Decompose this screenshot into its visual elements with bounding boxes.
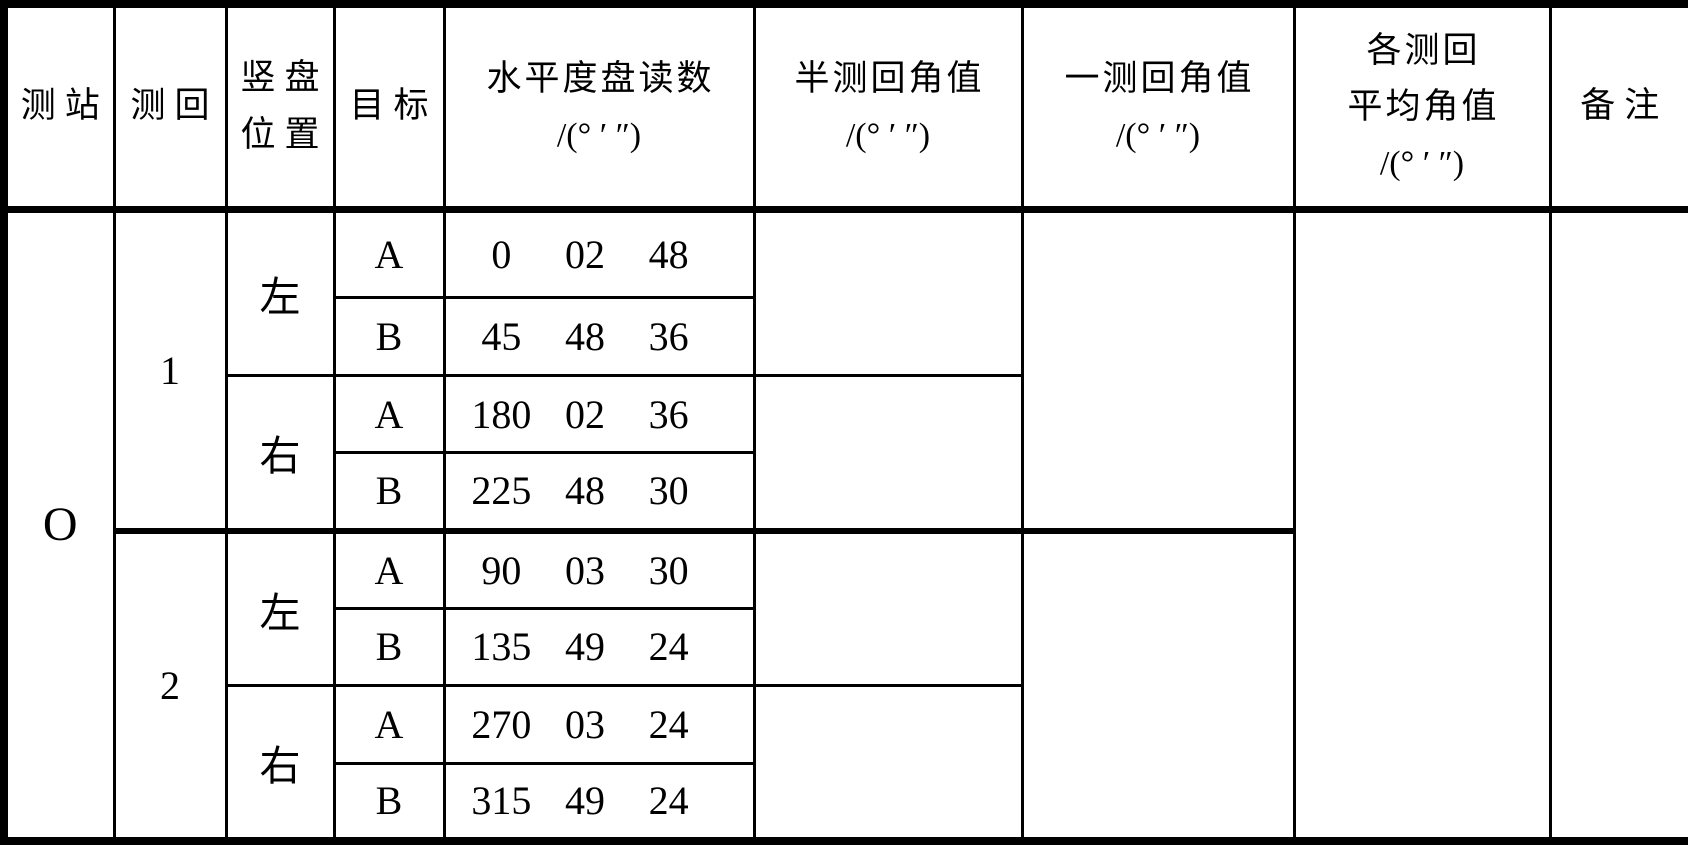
table-row: B 315 49 24 [4,761,1688,843]
cell-reading: 45 48 36 [442,296,756,377]
reading-degrees: 180 [471,391,532,437]
cell-target: B [332,451,446,533]
cell-reading: 135 49 24 [442,606,756,688]
reading-seconds: 36 [648,391,689,437]
reading-minutes: 02 [565,231,605,277]
table-row: 右 A 270 03 24 [4,684,1688,843]
header-avg-label-line1: 各测回 [1366,30,1481,70]
reading-minutes: 02 [565,391,605,437]
cell-half-round-angle-empty [752,207,1024,377]
header-half-round-angle: 半测回角值 /(° ′ ″) [752,2,1024,213]
header-face-position: 竖盘 位置 [224,2,336,213]
reading-degrees: 0 [491,231,512,277]
reading-degrees: 90 [481,547,522,593]
cell-face-left-round2: 左 [224,527,336,688]
cell-target: B [332,606,446,688]
reading-degrees: 315 [471,778,532,824]
table-row: 2 左 A 90 03 30 [4,527,1688,843]
reading-degrees: 45 [481,313,522,359]
cell-station: O [2,207,116,843]
header-avg-unit: /(° ′ ″) [1379,144,1465,182]
cell-target: A [332,684,446,765]
reading-minutes: 03 [565,702,605,748]
header-round-label: 测回 [130,86,219,126]
cell-target: A [332,373,446,455]
header-one-round-label: 一测回角值 [1064,58,1255,98]
cell-remarks-empty [1548,207,1688,843]
header-one-round-angle: 一测回角值 /(° ′ ″) [1020,2,1296,213]
header-avg-label-line2: 平均角值 [1347,87,1500,127]
reading-degrees: 270 [471,702,532,748]
cell-round-1: 1 [112,207,228,533]
cell-reading: 180 02 36 [442,373,756,455]
reading-seconds: 30 [648,547,689,593]
reading-seconds: 24 [648,702,689,748]
cell-target: B [332,296,446,377]
table-row: O 1 左 A 0 02 48 [2,207,1688,843]
reading-minutes: 49 [565,624,605,670]
cell-round-2: 2 [112,527,228,843]
reading-degrees: 135 [471,624,532,670]
cell-face-right-round2: 右 [224,684,336,843]
cell-reading: 315 49 24 [442,761,756,843]
cell-one-round-angle-empty [1020,527,1296,843]
header-face-label-line2: 位置 [240,114,329,154]
cell-reading: 90 03 30 [442,527,756,610]
header-half-round-unit: /(° ′ ″) [845,116,931,154]
cell-face-right-round1: 右 [224,373,336,533]
cell-face-left-round1: 左 [224,207,336,377]
reading-minutes: 48 [565,313,605,359]
table-row: B 45 48 36 [4,296,1688,377]
header-row: 测站 测回 竖盘 位置 目标 水平度盘读数 /(° ′ ″) 半测回角值 /(°… [2,2,1688,213]
reading-seconds: 48 [648,231,689,277]
cell-one-round-angle-empty [1020,207,1296,533]
header-remarks: 备注 [1548,2,1688,213]
header-reading-unit: /(° ′ ″) [556,116,642,154]
cell-reading: 0 02 48 [442,207,756,300]
header-face-label-line1: 竖盘 [240,58,329,98]
reading-minutes: 49 [565,778,605,824]
table-row: B 135 49 24 [4,606,1688,688]
cell-half-round-angle-empty [752,684,1024,843]
header-one-round-unit: /(° ′ ″) [1115,116,1201,154]
reading-seconds: 24 [648,624,689,670]
header-remarks-label: 备注 [1580,86,1669,126]
table-row: B 225 48 30 [4,451,1688,533]
header-station-label: 测站 [20,86,109,126]
header-half-round-label: 半测回角值 [794,58,985,98]
reading-minutes: 03 [565,547,605,593]
reading-minutes: 48 [565,468,605,514]
cell-half-round-angle-empty [752,373,1024,533]
reading-seconds: 36 [648,313,689,359]
reading-degrees: 225 [471,468,532,514]
header-round: 测回 [112,2,228,213]
cell-target: A [332,207,446,300]
header-reading: 水平度盘读数 /(° ′ ″) [442,2,756,213]
cell-reading: 225 48 30 [442,451,756,533]
header-station: 测站 [2,2,116,213]
cell-reading: 270 03 24 [442,684,756,765]
cell-avg-angle-empty [1292,207,1552,843]
header-target-label: 目标 [349,86,438,126]
reading-seconds: 24 [648,778,689,824]
reading-seconds: 30 [648,468,689,514]
header-reading-label: 水平度盘读数 [486,58,715,98]
table-row: 右 A 180 02 36 [4,373,1688,533]
header-target: 目标 [332,2,446,213]
cell-target: A [332,527,446,610]
header-avg-angle: 各测回 平均角值 /(° ′ ″) [1292,2,1552,213]
cell-target: B [332,761,446,843]
cell-half-round-angle-empty [752,527,1024,688]
